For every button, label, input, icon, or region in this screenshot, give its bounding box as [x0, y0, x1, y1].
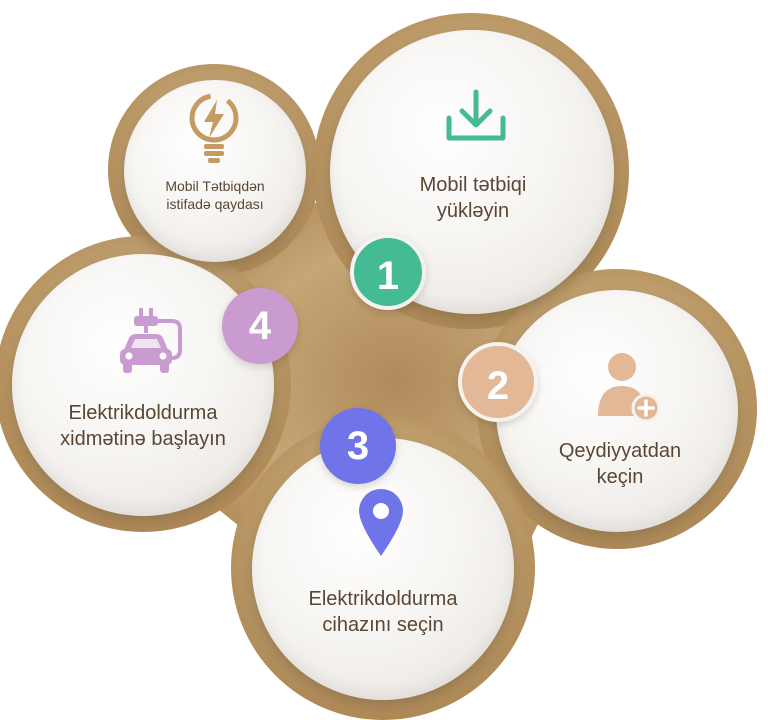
- bulb-bolt-icon: [189, 93, 239, 163]
- ev-charging-car-icon: [120, 308, 182, 373]
- user-add-icon: [598, 353, 661, 422]
- download-icon: [446, 89, 506, 141]
- step-3-label: Elektrikdoldurma cihazını seçin: [308, 588, 458, 636]
- step-1-badge: 1: [350, 234, 426, 310]
- step-4-label: Elektrikdoldurma xidmətinə başlayın: [60, 402, 226, 450]
- intro-label: Mobil Tətbiqdən istifadə qaydası: [165, 178, 265, 213]
- step-4-badge: 4: [222, 288, 298, 364]
- step-3-circle: [252, 438, 514, 700]
- step-2-label: Qeydiyyatdan keçin: [558, 440, 682, 488]
- location-pin-icon: [359, 489, 403, 556]
- step-4-circle: [12, 254, 274, 516]
- step-1-label: Mobil tətbiqi yükləyin: [419, 174, 527, 222]
- step-3-badge: 3: [320, 408, 396, 484]
- step-2-badge: 2: [458, 342, 538, 422]
